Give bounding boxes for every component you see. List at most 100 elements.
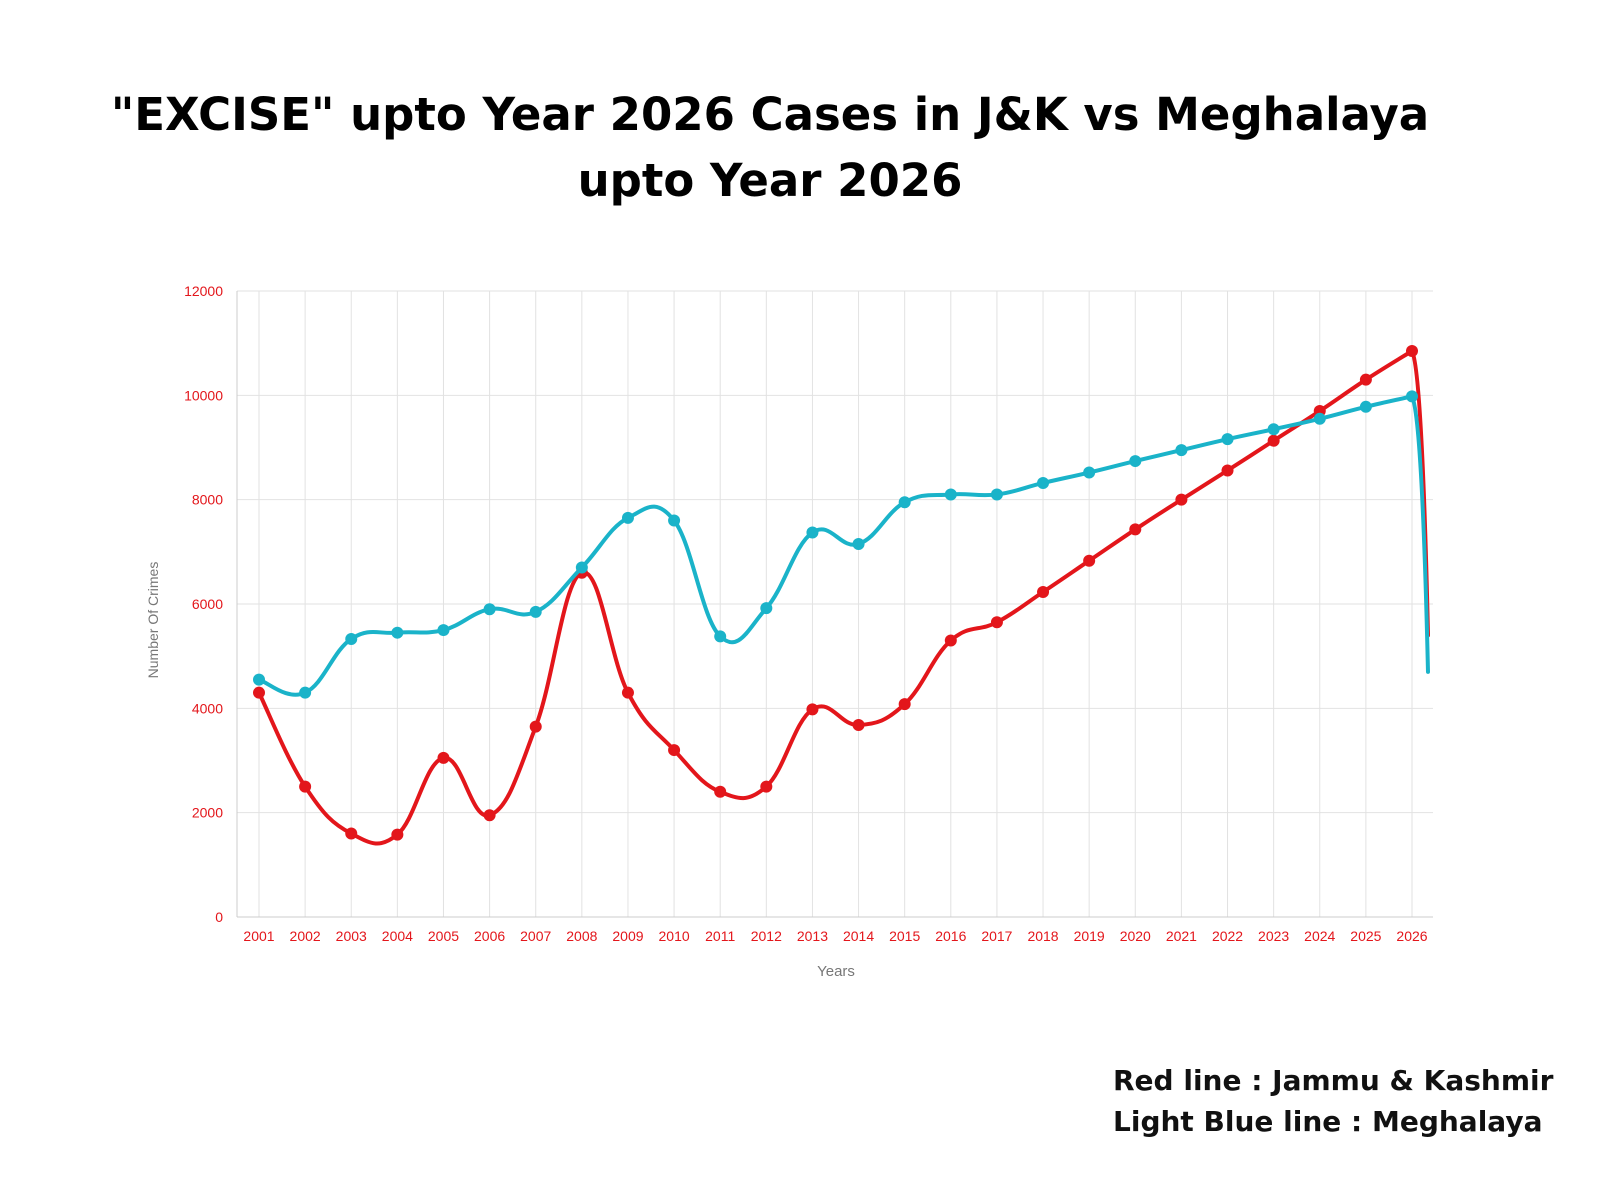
- legend-note: Red line : Jammu & Kashmir Light Blue li…: [1113, 1060, 1553, 1142]
- data-point-meghalaya: [391, 626, 404, 639]
- x-tick-label: 2006: [474, 928, 505, 944]
- chart-grid: [236, 290, 1433, 918]
- legend-note-meghalaya: Light Blue line : Meghalaya: [1113, 1105, 1543, 1138]
- x-tick-label: 2021: [1166, 928, 1197, 944]
- chart-title-line-1: "EXCISE" upto Year 2026 Cases in J&K vs …: [110, 88, 1430, 141]
- data-point-meghalaya: [1267, 423, 1280, 436]
- x-tick-label: 2022: [1212, 928, 1243, 944]
- data-point-meghalaya: [990, 488, 1003, 501]
- chart-series: [253, 344, 1430, 846]
- data-point-jammu-kashmir: [944, 634, 957, 647]
- data-point-meghalaya: [253, 673, 265, 686]
- x-axis-label: Years: [817, 963, 855, 980]
- data-point-meghalaya: [1406, 390, 1418, 403]
- y-tick-label: 6000: [192, 596, 223, 612]
- data-point-meghalaya: [1221, 433, 1234, 446]
- data-point-jammu-kashmir: [714, 785, 727, 798]
- y-tick-label: 4000: [192, 700, 223, 716]
- data-point-meghalaya: [714, 630, 727, 643]
- data-point-meghalaya: [1359, 400, 1372, 413]
- data-point-meghalaya: [760, 602, 773, 615]
- data-point-jammu-kashmir: [990, 616, 1003, 629]
- chart-title: "EXCISE" upto Year 2026 Cases in J&K vs …: [0, 82, 1540, 214]
- x-tick-label: 2016: [935, 928, 966, 944]
- legend-note-jk: Red line : Jammu & Kashmir: [1113, 1064, 1554, 1097]
- data-point-jammu-kashmir: [1083, 554, 1096, 567]
- data-point-jammu-kashmir: [1221, 464, 1234, 477]
- data-point-jammu-kashmir: [345, 827, 358, 840]
- x-tick-label: 2007: [520, 928, 551, 944]
- data-point-meghalaya: [483, 603, 496, 616]
- x-tick-label: 2004: [382, 928, 413, 944]
- data-point-jammu-kashmir: [668, 744, 681, 757]
- data-point-jammu-kashmir: [529, 720, 542, 733]
- x-tick-label: 2024: [1304, 928, 1335, 944]
- y-tick-label: 0: [215, 909, 223, 925]
- x-tick-label: 2015: [889, 928, 920, 944]
- x-tick-label: 2019: [1074, 928, 1105, 944]
- y-tick-label: 2000: [192, 805, 223, 821]
- data-point-jammu-kashmir: [483, 809, 496, 822]
- x-tick-label: 2008: [566, 928, 597, 944]
- x-tick-label: 2020: [1120, 928, 1151, 944]
- series-drop-meghalaya: [1410, 394, 1430, 674]
- data-point-jammu-kashmir: [391, 828, 404, 841]
- x-tick-label: 2009: [612, 928, 643, 944]
- y-axis-ticks: 0 2000 4000 6000 8000 10000 12000: [184, 283, 223, 925]
- data-point-meghalaya: [299, 686, 312, 699]
- x-tick-label: 2003: [336, 928, 367, 944]
- x-tick-label: 2012: [751, 928, 782, 944]
- data-point-jammu-kashmir: [1406, 344, 1418, 357]
- x-tick-label: 2017: [981, 928, 1012, 944]
- data-point-jammu-kashmir: [1037, 586, 1050, 599]
- data-point-jammu-kashmir: [621, 686, 634, 699]
- data-point-jammu-kashmir: [852, 719, 865, 732]
- data-point-jammu-kashmir: [760, 780, 773, 793]
- data-point-jammu-kashmir: [299, 780, 312, 793]
- data-point-meghalaya: [944, 488, 957, 501]
- chart-title-line-2: upto Year 2026: [577, 154, 963, 207]
- x-tick-label: 2025: [1350, 928, 1381, 944]
- series-line-jammu-kashmir: [257, 349, 1414, 846]
- y-tick-label: 10000: [184, 387, 223, 403]
- x-tick-label: 2011: [705, 928, 735, 944]
- x-tick-label: 2002: [290, 928, 321, 944]
- data-point-meghalaya: [1037, 476, 1050, 489]
- data-point-meghalaya: [621, 511, 634, 524]
- data-point-jammu-kashmir: [1129, 523, 1142, 536]
- data-point-jammu-kashmir: [806, 703, 819, 716]
- series-line-meghalaya: [258, 394, 1413, 697]
- data-point-meghalaya: [898, 496, 911, 509]
- y-tick-label: 8000: [192, 492, 223, 508]
- series-meghalaya: [253, 390, 1430, 699]
- data-point-jammu-kashmir: [1359, 373, 1372, 386]
- x-tick-label: 2018: [1027, 928, 1058, 944]
- data-point-jammu-kashmir: [1175, 493, 1188, 506]
- data-point-meghalaya: [852, 538, 865, 551]
- data-point-jammu-kashmir: [437, 751, 450, 764]
- data-point-meghalaya: [437, 624, 450, 637]
- data-point-meghalaya: [1129, 455, 1142, 468]
- data-point-meghalaya: [668, 514, 681, 527]
- data-point-jammu-kashmir: [1267, 434, 1280, 447]
- x-tick-label: 2005: [428, 928, 459, 944]
- data-point-meghalaya: [1083, 466, 1096, 479]
- x-tick-label: 2001: [243, 928, 274, 944]
- data-point-meghalaya: [1313, 412, 1326, 425]
- data-point-jammu-kashmir: [898, 698, 911, 711]
- series-jammu-kashmir: [253, 344, 1430, 846]
- x-tick-label: 2014: [843, 928, 874, 944]
- data-point-meghalaya: [529, 605, 542, 618]
- x-tick-label: 2010: [659, 928, 690, 944]
- y-tick-label: 12000: [184, 283, 223, 299]
- data-point-meghalaya: [575, 561, 588, 574]
- data-point-jammu-kashmir: [253, 686, 265, 699]
- x-tick-label: 2023: [1258, 928, 1289, 944]
- x-tick-label: 2013: [797, 928, 828, 944]
- data-point-meghalaya: [806, 526, 819, 539]
- x-tick-label: 2026: [1396, 928, 1427, 944]
- data-point-meghalaya: [1175, 444, 1188, 457]
- data-point-meghalaya: [345, 632, 358, 645]
- x-axis-ticks: 2001 2002 2003 2004 2005 2006 2007 2008 2009 2010…: [243, 928, 1427, 944]
